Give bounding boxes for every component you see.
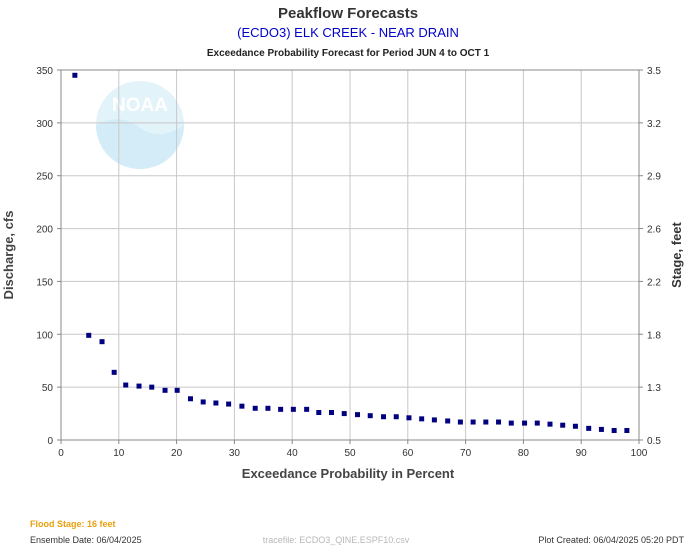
y-tick-label: 0 [47, 436, 53, 447]
x-tick-label: 90 [576, 448, 588, 459]
y2-tick-label: 0.5 [647, 436, 661, 447]
data-point [508, 420, 514, 426]
noaa-logo-label: NOAA [112, 95, 168, 116]
y2-tick-label: 1.3 [647, 383, 661, 394]
station-name: (ECDO3) ELK CREEK - NEAR DRAIN [237, 25, 459, 40]
data-point [304, 406, 310, 412]
data-point [598, 426, 604, 432]
y2-tick-label: 2.2 [647, 277, 661, 288]
data-point [99, 339, 105, 345]
x-tick-label: 60 [402, 448, 414, 459]
x-axis-label: Exceedance Probability in Percent [242, 466, 455, 481]
data-point [187, 396, 193, 402]
data-point [316, 410, 322, 416]
x-tick-label: 0 [58, 448, 64, 459]
data-point [381, 414, 387, 420]
data-point [329, 410, 335, 416]
data-point [213, 400, 219, 406]
data-point [496, 419, 502, 425]
data-point [162, 387, 168, 393]
data-point [149, 384, 155, 390]
x-tick-label: 70 [460, 448, 472, 459]
data-point [406, 415, 412, 421]
y-tick-label: 150 [36, 277, 53, 288]
y-tick-label: 100 [36, 330, 53, 341]
noaa-logo-icon: NOAA [96, 81, 184, 169]
data-point [572, 423, 578, 429]
y-tick-label: 250 [36, 172, 53, 183]
grid-lines [61, 70, 639, 440]
data-point [174, 387, 180, 393]
x-tick-label: 80 [518, 448, 530, 459]
data-point [290, 406, 296, 412]
data-point [445, 418, 451, 424]
x-tick-label: 50 [344, 448, 356, 459]
x-tick-label: 10 [113, 448, 125, 459]
data-point [419, 416, 425, 422]
y2-tick-label: 3.5 [647, 66, 661, 77]
data-point [534, 420, 540, 426]
x-axis-ticks: 0 10 20 30 40 50 60 70 80 90 100 [58, 440, 648, 459]
y-tick-label: 350 [36, 66, 53, 77]
x-tick-label: 40 [287, 448, 299, 459]
data-point [393, 414, 399, 420]
chart-title: Peakflow Forecasts [278, 5, 418, 22]
data-point [278, 406, 284, 412]
x-tick-label: 30 [229, 448, 241, 459]
data-point [200, 399, 206, 405]
data-point [470, 419, 476, 425]
data-point [72, 72, 78, 78]
tracefile-note: tracefile: ECDO3_QINE.ESPF10.csv [263, 535, 410, 545]
x-tick-label: 100 [631, 448, 648, 459]
y-tick-label: 50 [42, 383, 54, 394]
data-point [367, 413, 373, 419]
y2-tick-label: 3.2 [647, 119, 661, 130]
ensemble-date: Ensemble Date: 06/04/2025 [30, 535, 142, 545]
y2-axis-label: Stage, feet [669, 221, 684, 287]
data-point [111, 369, 117, 375]
data-point [252, 405, 258, 411]
data-point [522, 420, 528, 426]
y-tick-label: 200 [36, 225, 53, 236]
data-point [123, 382, 129, 388]
data-points [72, 72, 630, 433]
x-tick-label: 20 [171, 448, 183, 459]
data-point [355, 412, 361, 418]
data-point [265, 405, 271, 411]
data-point [341, 411, 347, 417]
y2-tick-label: 2.9 [647, 172, 661, 183]
data-point [431, 417, 437, 423]
y-tick-label: 300 [36, 119, 53, 130]
y2-tick-label: 1.8 [647, 330, 661, 341]
plot-created-date: Plot Created: 06/04/2025 05:20 PDT [538, 535, 684, 545]
data-point [226, 401, 232, 407]
data-point [611, 427, 617, 433]
data-point [560, 422, 566, 428]
chart-subtitle: Exceedance Probability Forecast for Peri… [207, 48, 490, 59]
data-point [483, 419, 489, 425]
y-axis-label: Discharge, cfs [1, 211, 16, 300]
flood-stage-note: Flood Stage: 16 feet [30, 519, 116, 529]
data-point [624, 427, 630, 433]
data-point [86, 332, 92, 338]
data-point [136, 383, 142, 389]
y2-tick-label: 2.6 [647, 225, 661, 236]
y2-axis-ticks: 0.5 1.3 1.8 2.2 2.6 2.9 3.2 3.5 [639, 66, 661, 447]
data-point [457, 419, 463, 425]
y-axis-ticks: 0 50 100 150 200 250 300 350 [36, 66, 61, 447]
data-point [547, 421, 553, 427]
data-point [586, 425, 592, 431]
data-point [239, 403, 245, 409]
